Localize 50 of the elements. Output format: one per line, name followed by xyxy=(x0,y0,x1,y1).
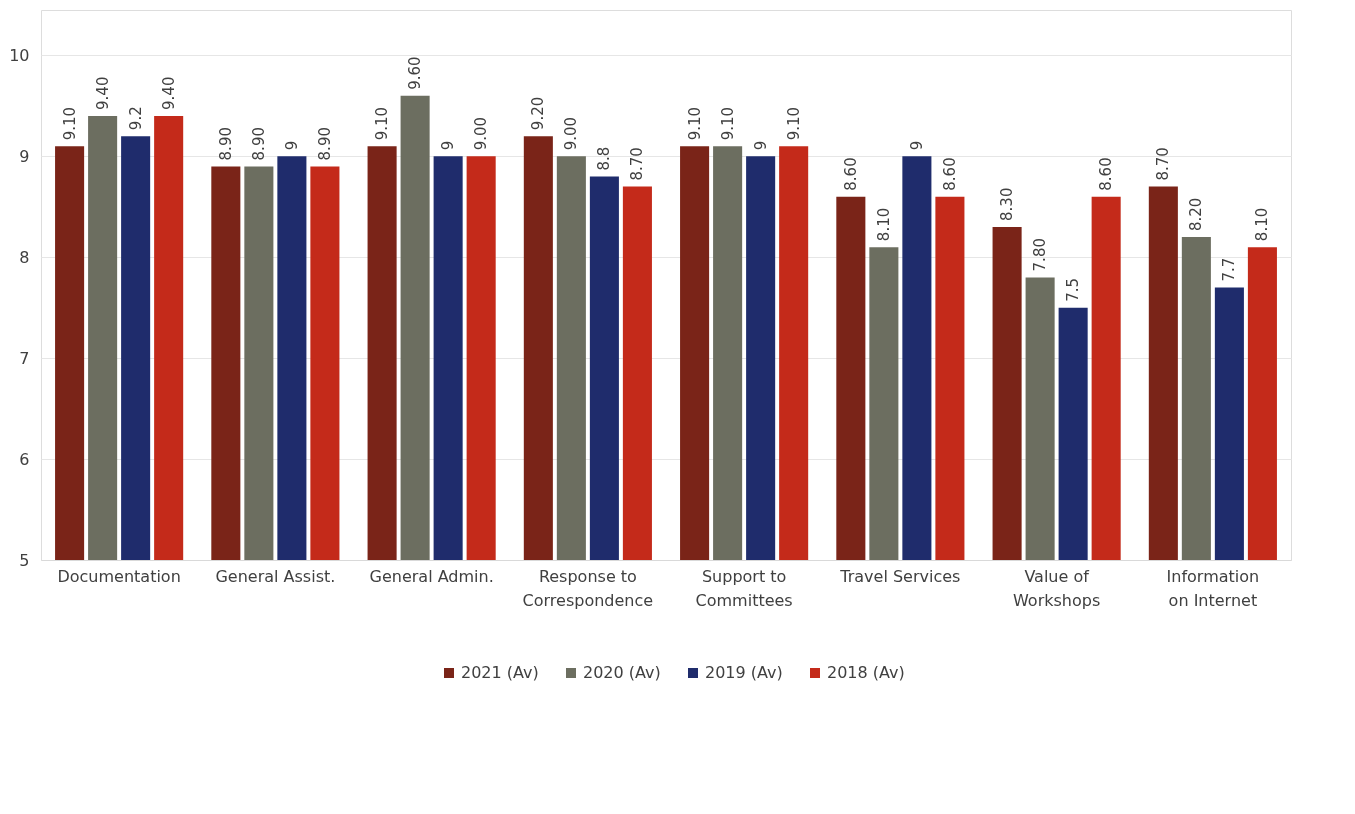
x-tick-label: Response to Correspondence xyxy=(522,566,654,610)
data-label: 9.40 xyxy=(159,76,178,110)
data-label: 8.20 xyxy=(1187,197,1206,232)
data-label: 9.60 xyxy=(406,56,425,90)
data-label: 9.10 xyxy=(685,106,704,141)
y-tick-label: 8 xyxy=(19,247,30,267)
data-label: 8.60 xyxy=(940,157,959,191)
data-label: 9 xyxy=(282,140,301,151)
data-label: 8.30 xyxy=(998,187,1017,221)
data-label: 7.80 xyxy=(1031,238,1050,272)
data-label: 9.10 xyxy=(718,106,737,141)
data-label: 9.10 xyxy=(784,106,803,141)
data-label: 9.40 xyxy=(93,76,112,110)
y-tick-label: 6 xyxy=(19,449,30,469)
data-label: 8.10 xyxy=(874,207,893,242)
data-label: 7.7 xyxy=(1220,257,1239,282)
data-label: 9 xyxy=(751,140,770,151)
data-label: 8.60 xyxy=(1097,157,1116,191)
data-label: 8.10 xyxy=(1253,207,1272,242)
x-tick-label: General Assist. xyxy=(215,566,336,586)
legend-label: 2018 (Av) xyxy=(827,663,905,682)
data-label: 8.70 xyxy=(1154,147,1173,181)
data-label: 8.90 xyxy=(315,127,334,161)
legend-label: 2020 (Av) xyxy=(583,663,661,682)
x-tick-label: Value of Workshops xyxy=(1012,566,1101,610)
data-label: 7.5 xyxy=(1064,277,1083,302)
x-tick-label: Travel Services xyxy=(839,566,961,586)
x-tick-label: Support to Committees xyxy=(695,566,793,610)
data-label: 8.8 xyxy=(595,146,614,171)
data-label: 9 xyxy=(907,140,926,151)
legend-label: 2021 (Av) xyxy=(461,663,539,682)
legend-label: 2019 (Av) xyxy=(705,663,783,682)
y-tick-label: 5 xyxy=(19,550,30,570)
y-tick-label: 9 xyxy=(19,146,30,166)
data-label: 9 xyxy=(439,140,458,151)
data-label: 9.10 xyxy=(60,106,79,141)
x-tick-label: General Admin. xyxy=(369,566,494,586)
data-label: 9.00 xyxy=(472,116,491,151)
data-label: 9.00 xyxy=(562,116,581,151)
data-label: 9.2 xyxy=(126,106,145,131)
data-label: 8.90 xyxy=(216,127,235,161)
data-label: 8.70 xyxy=(628,147,647,181)
x-tick-label: Documentation xyxy=(57,566,181,586)
data-label: 8.60 xyxy=(841,157,860,191)
y-tick-label: 7 xyxy=(19,348,30,368)
x-tick-label: Information on Internet xyxy=(1166,566,1260,610)
y-tick-label: 10 xyxy=(9,45,30,65)
data-label: 9.20 xyxy=(529,96,548,131)
data-label: 8.90 xyxy=(249,127,268,161)
data-label: 9.10 xyxy=(373,106,392,141)
